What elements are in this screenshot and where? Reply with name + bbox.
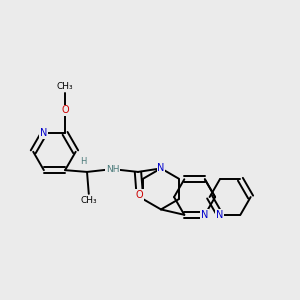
- Text: N: N: [201, 210, 208, 220]
- Text: CH₃: CH₃: [57, 82, 74, 91]
- Text: O: O: [136, 190, 144, 200]
- Text: N: N: [157, 164, 165, 173]
- Text: N: N: [216, 210, 224, 220]
- Text: N: N: [157, 164, 165, 173]
- Text: N: N: [40, 128, 47, 138]
- Text: NH: NH: [106, 165, 119, 174]
- Text: CH₃: CH₃: [80, 196, 97, 205]
- Text: H: H: [80, 157, 87, 166]
- Text: O: O: [61, 105, 69, 116]
